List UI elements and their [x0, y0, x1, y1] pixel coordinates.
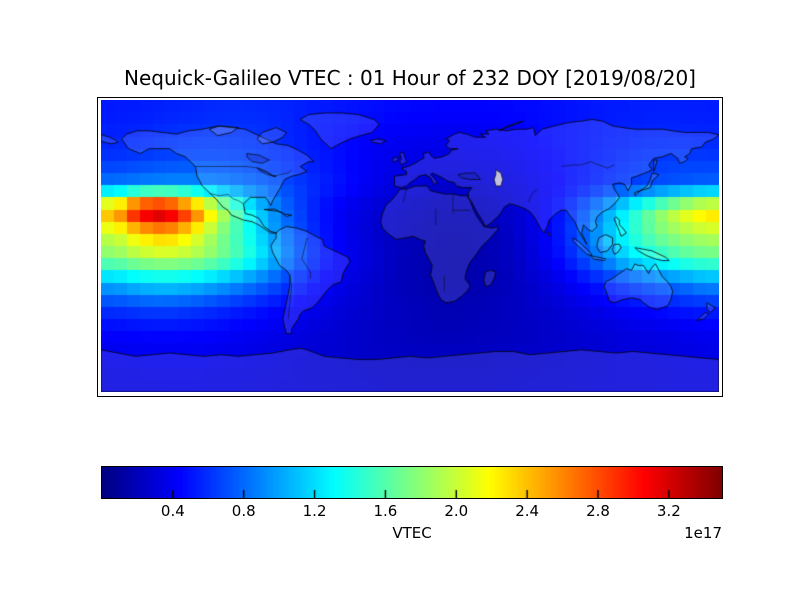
colorbar-offset-label: 1e17	[684, 524, 722, 542]
colorbar-tick-labels: 0.4 0.8 1.2 1.6 2.0 2.4 2.8 3.2	[102, 502, 722, 522]
colorbar	[101, 466, 723, 499]
plot-title: Nequick-Galileo VTEC : 01 Hour of 232 DO…	[123, 66, 696, 90]
colorbar-gradient	[102, 467, 722, 498]
colorbar-tick-label: 2.4	[515, 502, 540, 520]
colorbar-tick-label: 0.8	[231, 502, 256, 520]
colorbar-tick-label: 2.0	[444, 502, 469, 520]
colorbar-tick-label: 1.2	[302, 502, 327, 520]
colorbar-axis-label: VTEC	[392, 524, 432, 542]
colorbar-tick-label: 1.6	[373, 502, 398, 520]
world-vtec-heatmap	[101, 100, 719, 392]
colorbar-tick-label: 3.2	[656, 502, 681, 520]
colorbar-tick-label: 0.4	[160, 502, 185, 520]
colorbar-tick-label: 2.8	[586, 502, 610, 520]
map-frame	[97, 97, 723, 397]
